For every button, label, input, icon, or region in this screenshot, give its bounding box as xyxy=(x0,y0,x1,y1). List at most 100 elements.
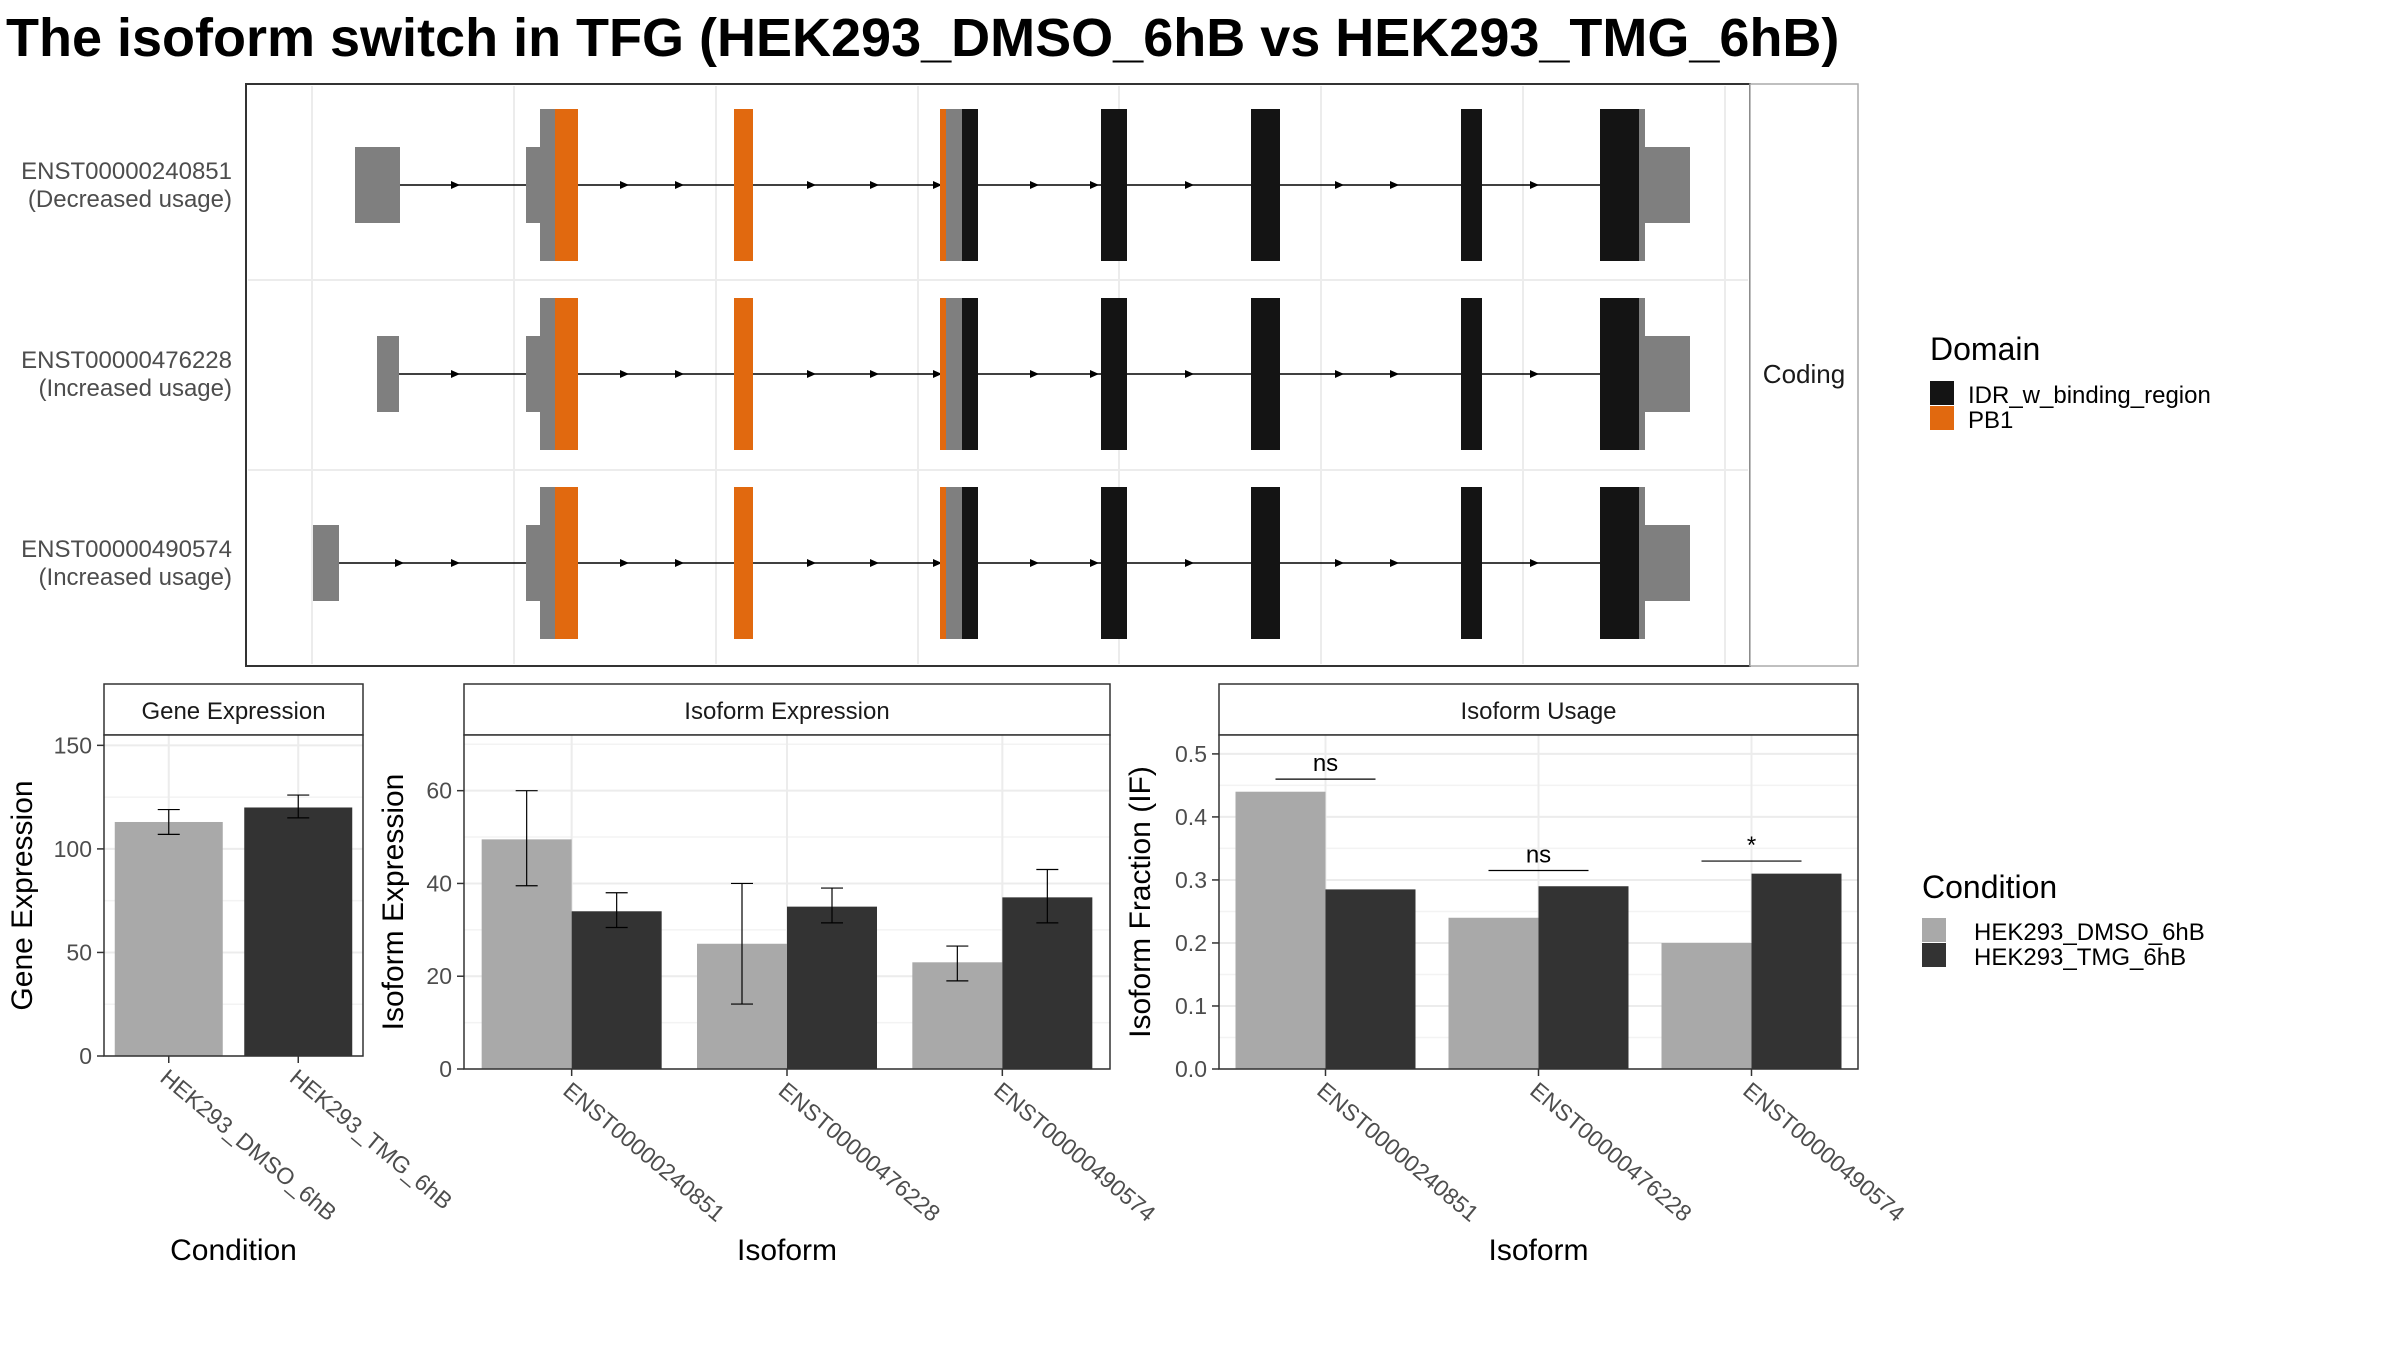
intron-direction-arrow xyxy=(1390,559,1399,567)
panel-strip xyxy=(1218,683,1859,736)
significance-label: ns xyxy=(1313,750,1338,777)
intron-direction-arrow xyxy=(807,370,816,378)
bar xyxy=(1448,917,1539,1069)
isoform-usage-chart: Isoform Usage ns ns * 0.0 0.1 0.2 0.3 0.4 0.5 ENST… xyxy=(1124,683,1910,1267)
utr-exon xyxy=(946,487,962,639)
panel-strip-title: Gene Expression xyxy=(141,698,325,725)
coding-strip xyxy=(1749,83,1859,667)
figure-title: The isoform switch in TFG (HEK293_DMSO_6… xyxy=(6,8,1839,68)
intron-direction-arrow xyxy=(1530,559,1539,567)
pb1-domain-exon xyxy=(555,298,578,450)
panel-strip-title: Isoform Usage xyxy=(1460,698,1616,725)
idr-domain-exon xyxy=(1251,487,1280,639)
idr-domain-exon xyxy=(1461,298,1482,450)
x-axis-title: Isoform xyxy=(1488,1234,1588,1267)
intron-direction-arrow xyxy=(1185,370,1194,378)
intron-direction-arrow xyxy=(1530,370,1539,378)
isoform-id-label: ENST00000490574 xyxy=(21,536,232,563)
intron-direction-arrow xyxy=(675,370,684,378)
x-tick-label: ENST00000490574 xyxy=(1738,1077,1910,1227)
isoform-usage-label: (Increased usage) xyxy=(39,564,232,591)
isoform-id-label: ENST00000240851 xyxy=(21,158,232,185)
condition-legend: Condition HEK293_DMSO_6hB HEK293_TMG_6hB xyxy=(1922,869,2205,971)
panel-strip xyxy=(463,683,1111,736)
bar xyxy=(1538,886,1629,1069)
intron-direction-arrow xyxy=(1090,559,1099,567)
pb1-domain-exon xyxy=(555,487,578,639)
pb1-domain-exon xyxy=(940,487,946,639)
y-tick-label: 0.5 xyxy=(1175,741,1207,767)
idr-legend-label: IDR_w_binding_region xyxy=(1968,382,2211,409)
panel-border xyxy=(103,734,364,1057)
intron-direction-arrow xyxy=(1185,181,1194,189)
utr-exon xyxy=(1639,487,1645,639)
intron-direction-arrow xyxy=(1030,370,1039,378)
utr-exon xyxy=(1639,298,1645,450)
y-axis-title: Isoform Fraction (IF) xyxy=(1124,766,1157,1038)
intron-direction-arrow xyxy=(933,370,942,378)
utr-exon xyxy=(1645,525,1690,601)
intron-direction-arrow xyxy=(1390,370,1399,378)
utr-exon xyxy=(526,525,542,601)
utr-exon xyxy=(355,147,400,223)
idr-domain-exon xyxy=(1600,109,1639,261)
intron-direction-arrow xyxy=(933,559,942,567)
intron-direction-arrow xyxy=(933,181,942,189)
domain-legend-title: Domain xyxy=(1930,331,2040,367)
intron-direction-arrow xyxy=(1530,181,1539,189)
structure-tracks xyxy=(313,109,1690,639)
y-tick-label: 40 xyxy=(426,870,452,896)
utr-exon xyxy=(540,487,555,639)
y-tick-label: 50 xyxy=(66,939,92,965)
panel-strip-title: Isoform Expression xyxy=(684,698,889,725)
coding-strip-label: Coding xyxy=(1763,359,1845,389)
utr-exon xyxy=(526,147,542,223)
x-tick-label: ENST00000490574 xyxy=(989,1077,1161,1227)
intron-direction-arrow xyxy=(675,559,684,567)
y-tick-label: 20 xyxy=(426,963,452,989)
utr-exon xyxy=(526,336,542,412)
idr-domain-exon xyxy=(1101,487,1127,639)
x-tick-label: ENST00000476228 xyxy=(774,1077,946,1227)
bar xyxy=(1002,897,1093,1069)
domain-legend: Domain IDR_w_binding_region PB1 xyxy=(1930,331,2211,434)
idr-domain-exon xyxy=(962,298,978,450)
utr-exon xyxy=(540,109,555,261)
idr-domain-exon xyxy=(1251,109,1280,261)
idr-domain-exon xyxy=(962,487,978,639)
intron-direction-arrow xyxy=(1335,370,1344,378)
y-tick-label: 0.4 xyxy=(1175,804,1207,830)
x-tick-label: ENST00000476228 xyxy=(1525,1077,1697,1227)
x-tick-label: ENST00000240851 xyxy=(1312,1077,1484,1227)
pb1-domain-exon xyxy=(734,298,753,450)
isoform-labels: ENST00000240851(Decreased usage) ENST0000… xyxy=(21,158,232,591)
significance-label: ns xyxy=(1526,841,1551,868)
intron-direction-arrow xyxy=(870,559,879,567)
idr-domain-exon xyxy=(1251,298,1280,450)
pb1-domain-exon xyxy=(734,487,753,639)
x-tick-label: ENST00000240851 xyxy=(558,1077,730,1227)
isoform-expression-chart: Isoform Expression 0 20 40 60 ENST00000240851… xyxy=(377,683,1161,1267)
intron-direction-arrow xyxy=(1390,181,1399,189)
intron-direction-arrow xyxy=(1030,181,1039,189)
intron-direction-arrow xyxy=(870,181,879,189)
intron-direction-arrow xyxy=(620,559,629,567)
intron-direction-arrow xyxy=(675,181,684,189)
utr-exon xyxy=(1645,147,1690,223)
y-tick-label: 0 xyxy=(79,1043,92,1069)
intron-direction-arrow xyxy=(1090,181,1099,189)
idr-domain-exon xyxy=(1461,487,1482,639)
y-tick-label: 100 xyxy=(54,836,92,862)
intron-direction-arrow xyxy=(451,559,460,567)
idr-domain-exon xyxy=(962,109,978,261)
y-tick-label: 0.3 xyxy=(1175,867,1207,893)
intron-direction-arrow xyxy=(1335,181,1344,189)
intron-direction-arrow xyxy=(870,370,879,378)
bar xyxy=(1235,791,1326,1069)
structure-panel: Coding ENST00000240851(Decreased usage)E… xyxy=(21,83,1859,667)
y-tick-label: 0.2 xyxy=(1175,930,1207,956)
intron-direction-arrow xyxy=(1335,559,1344,567)
y-tick-label: 0.1 xyxy=(1175,993,1207,1019)
intron-direction-arrow xyxy=(1185,559,1194,567)
y-axis-title: Isoform Expression xyxy=(377,774,410,1031)
